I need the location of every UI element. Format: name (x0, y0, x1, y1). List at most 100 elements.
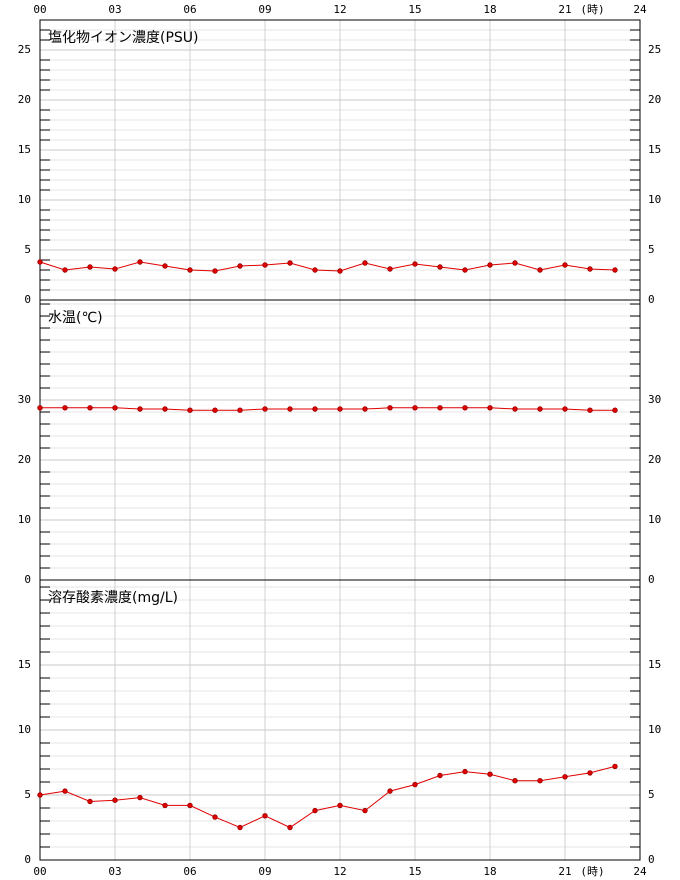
data-point (437, 772, 443, 779)
x-tick-label: 09 (258, 865, 271, 878)
data-point (362, 807, 368, 814)
data-point (512, 778, 518, 784)
data-point (112, 405, 118, 411)
data-point (412, 261, 418, 267)
x-tick-label: 09 (258, 3, 271, 16)
data-point (587, 407, 593, 413)
data-point (312, 267, 318, 273)
x-tick-label: 15 (408, 865, 421, 878)
data-point (462, 267, 468, 273)
data-point (387, 266, 393, 272)
y-tick-label: 20 (18, 93, 31, 106)
data-point (87, 405, 93, 411)
x-tick-label: 18 (483, 3, 496, 16)
data-point (287, 824, 293, 831)
x-tick-label: 03 (108, 865, 121, 878)
y-tick-label-right: 5 (648, 243, 655, 256)
x-tick-label: 21 (558, 3, 571, 16)
data-point (562, 774, 568, 780)
panel-title: 塩化物イオン濃度(PSU) (48, 30, 199, 46)
y-tick-label-right: 10 (648, 193, 661, 206)
data-point (237, 407, 243, 413)
data-point (212, 268, 218, 274)
data-point (162, 263, 168, 269)
y-tick-label: 5 (24, 788, 31, 801)
data-point (437, 405, 443, 411)
y-tick-label: 10 (18, 193, 31, 206)
data-point (587, 266, 593, 272)
x-tick-label: 18 (483, 865, 496, 878)
data-point (262, 813, 268, 819)
data-point (362, 406, 368, 412)
data-point (62, 788, 68, 794)
data-point (262, 262, 268, 268)
data-point (187, 407, 193, 413)
data-point (312, 807, 318, 814)
y-tick-label-right: 20 (648, 453, 661, 466)
y-tick-label-right: 20 (648, 93, 661, 106)
panel-title: 溶存酸素濃度(mg/L) (48, 590, 178, 606)
data-point (337, 406, 343, 412)
data-point (312, 406, 318, 412)
data-point (612, 267, 618, 273)
y-tick-label-right: 15 (648, 658, 661, 671)
y-tick-label: 10 (18, 513, 31, 526)
data-point (287, 406, 293, 412)
data-point (462, 405, 468, 411)
data-point (112, 266, 118, 272)
y-tick-label-right: 15 (648, 143, 661, 156)
data-point (37, 792, 43, 798)
data-point (187, 802, 193, 809)
y-tick-label: 20 (18, 453, 31, 466)
data-point (487, 262, 493, 268)
x-tick-label: 00 (33, 865, 46, 878)
data-point (62, 405, 68, 411)
y-tick-label-right: 30 (648, 393, 661, 406)
data-point (387, 405, 393, 411)
x-tick-label: 03 (108, 3, 121, 16)
data-line (39, 261, 616, 272)
data-point (337, 268, 343, 274)
y-tick-label-right: 0 (648, 853, 655, 866)
x-tick-label: 06 (183, 3, 196, 16)
data-point (387, 788, 393, 794)
y-tick-label: 30 (18, 393, 31, 406)
y-tick-label: 0 (24, 293, 31, 306)
data-point (512, 260, 518, 266)
x-tick-label: 24 (633, 3, 647, 16)
y-tick-label-right: 25 (648, 43, 661, 56)
x-tick-label: 12 (333, 865, 346, 878)
data-point (487, 771, 493, 777)
y-tick-label-right: 0 (648, 293, 655, 306)
data-point (37, 405, 43, 411)
panel-title: 水温(℃) (48, 310, 103, 326)
data-point (537, 267, 543, 273)
data-point (612, 407, 618, 413)
y-tick-label: 0 (24, 573, 31, 586)
data-point (487, 405, 493, 411)
x-tick-label: 15 (408, 3, 421, 16)
y-tick-label: 15 (18, 143, 31, 156)
x-tick-label: 06 (183, 865, 196, 878)
data-point (612, 763, 618, 770)
x-tick-label: 24 (633, 865, 647, 878)
y-tick-label: 10 (18, 723, 31, 736)
data-point (137, 794, 143, 801)
y-tick-label: 0 (24, 853, 31, 866)
y-tick-label-right: 5 (648, 788, 655, 801)
data-point (112, 797, 118, 803)
data-line (40, 407, 615, 411)
data-point (462, 768, 468, 775)
x-unit: (時) (580, 865, 604, 878)
y-tick-label: 15 (18, 658, 31, 671)
y-tick-label-right: 0 (648, 573, 655, 586)
data-point (587, 770, 593, 776)
data-point (262, 406, 268, 412)
data-point (137, 406, 143, 412)
data-point (562, 262, 568, 268)
data-point (137, 259, 143, 265)
y-tick-label: 5 (24, 243, 31, 256)
data-point (87, 264, 93, 270)
data-point (237, 824, 243, 831)
